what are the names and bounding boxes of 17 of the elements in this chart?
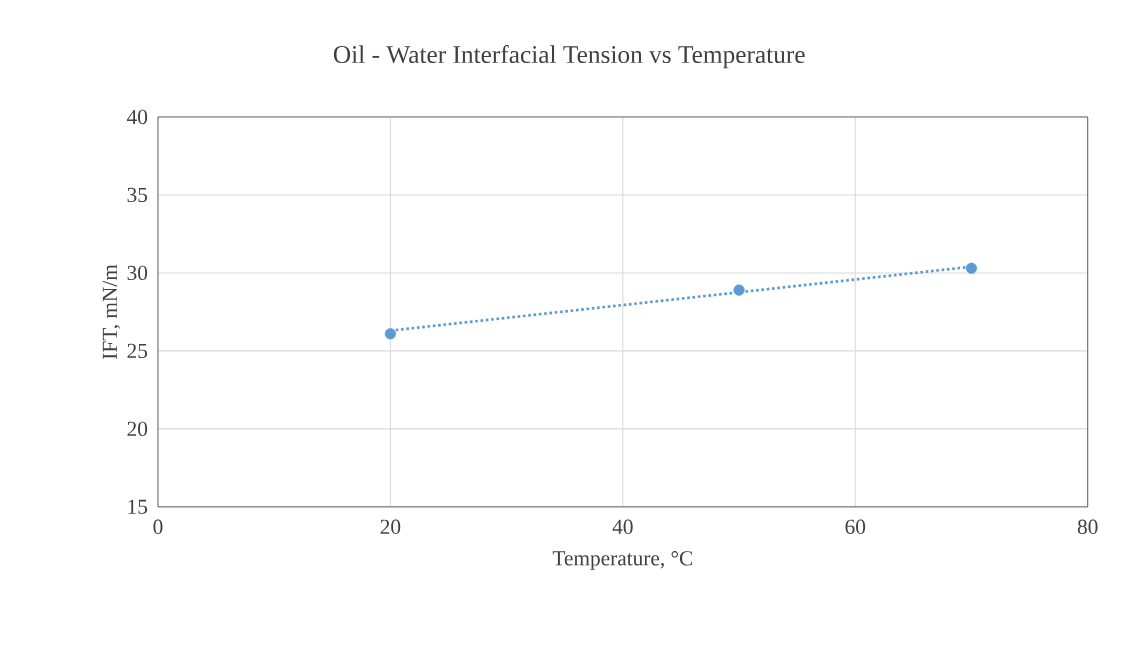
y-axis-title: IFT, mN/m [102, 264, 121, 360]
y-tick-label: 35 [127, 187, 148, 203]
x-tick-label: 20 [380, 519, 401, 535]
point [733, 284, 745, 296]
y-tick-label: 20 [127, 421, 148, 437]
point [965, 262, 978, 274]
x-tick-label: 0 [153, 519, 163, 535]
y-tick-label: 15 [128, 499, 148, 515]
chart-title: Oil - Water Interfacial Tension vs Temperature [333, 45, 805, 69]
y-tick-label: 40 [127, 109, 148, 125]
y-tick-label: 25 [127, 343, 148, 359]
point [384, 328, 396, 340]
y-tick-label: 30 [127, 265, 148, 281]
x-tick-label: 60 [845, 519, 866, 535]
x-tick-label: 80 [1077, 519, 1098, 535]
x-axis-title: Temperature, °C [552, 551, 693, 570]
x-tick-label: 40 [612, 519, 633, 535]
